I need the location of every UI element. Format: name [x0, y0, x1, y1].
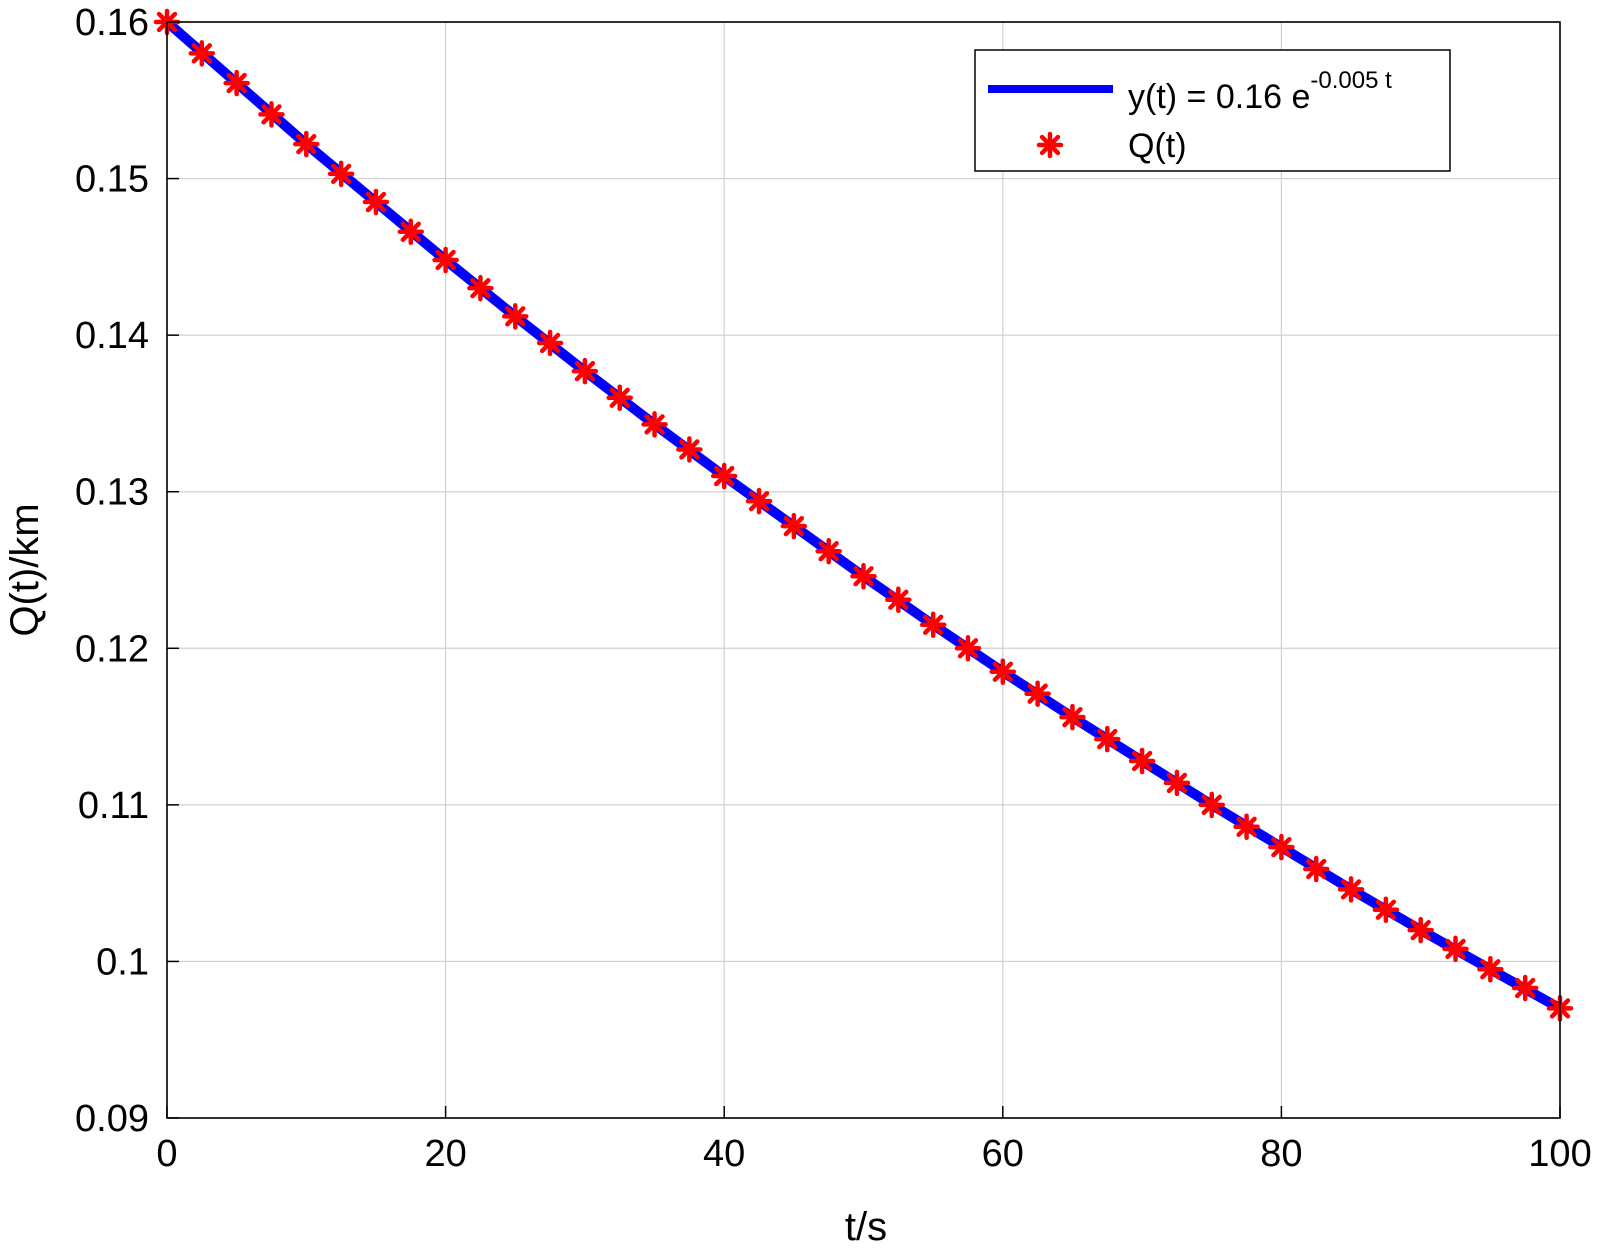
- x-tick-label-3: 60: [982, 1133, 1024, 1175]
- data-point-39: [1511, 974, 1539, 1002]
- data-point-25: [1024, 680, 1051, 707]
- data-point-10: [502, 303, 529, 330]
- data-point-6: [362, 188, 390, 216]
- y-tick-label-1: 0.1: [96, 941, 149, 983]
- data-point-1: [188, 40, 216, 67]
- y-tick-label-6: 0.15: [75, 159, 149, 201]
- legend-marker-asterisk: [1036, 131, 1064, 159]
- data-point-8: [432, 246, 459, 274]
- y-tick-label-2: 0.11: [78, 785, 149, 827]
- data-point-15: [676, 436, 703, 463]
- y-tick-label-0: 0.09: [75, 1098, 149, 1140]
- legend-marker-label: Q(t): [1128, 127, 1187, 165]
- data-point-24: [989, 658, 1017, 686]
- data-point-17: [745, 487, 773, 515]
- data-point-14: [641, 411, 668, 438]
- x-tick-label-0: 0: [156, 1133, 177, 1175]
- data-point-7: [397, 218, 425, 246]
- legend: y(t) = 0.16 e-0.005 t Q(t): [974, 49, 1451, 172]
- data-point-38: [1477, 956, 1504, 983]
- data-point-32: [1268, 833, 1295, 861]
- data-point-31: [1233, 813, 1260, 841]
- y-axis-label: Q(t)/km: [3, 503, 47, 636]
- data-point-11: [536, 329, 564, 357]
- data-point-20: [850, 563, 877, 590]
- x-tick-label-2: 40: [703, 1133, 745, 1175]
- data-point-23: [954, 635, 982, 662]
- legend-line-label-base: y(t) = 0.16 e: [1128, 78, 1310, 116]
- data-point-28: [1128, 747, 1156, 775]
- data-point-34: [1337, 876, 1365, 903]
- x-tick-label-4: 80: [1260, 1133, 1302, 1175]
- data-point-22: [919, 611, 947, 639]
- data-point-13: [606, 384, 633, 412]
- data-point-36: [1407, 916, 1434, 944]
- data-point-5: [327, 160, 355, 188]
- data-point-9: [467, 274, 494, 302]
- data-point-26: [1059, 703, 1086, 731]
- data-point-16: [710, 462, 738, 490]
- data-point-37: [1442, 935, 1469, 963]
- x-axis-label: t/s: [845, 1205, 887, 1249]
- tick-labels: 0 20 40 60 80 100 0.09 0.1 0.11 0.12 0.13 0.14 0.15 0…: [75, 2, 1592, 1175]
- axes: [166, 21, 1561, 1119]
- data-point-35: [1372, 896, 1400, 924]
- plot-frame: [166, 21, 1561, 1119]
- data-point-30: [1198, 791, 1225, 819]
- legend-line-label-exponent: -0.005 t: [1310, 67, 1392, 94]
- data-point-21: [885, 586, 912, 613]
- data-point-18: [780, 512, 808, 540]
- x-tick-label-1: 20: [424, 1133, 466, 1175]
- legend-marker-swatch: [1036, 131, 1064, 159]
- y-tick-label-4: 0.13: [75, 472, 149, 514]
- data-point-33: [1302, 855, 1330, 883]
- y-tick-label-7: 0.16: [75, 2, 149, 44]
- y-tick-label-5: 0.14: [75, 315, 149, 357]
- data-point-2: [223, 69, 250, 97]
- x-tick-label-5: 100: [1528, 1133, 1591, 1175]
- y-tick-label-3: 0.12: [75, 628, 149, 670]
- legend-line-label: y(t) = 0.16 e-0.005 t: [1128, 67, 1392, 116]
- data-point-27: [1094, 725, 1121, 753]
- data-point-19: [815, 537, 842, 565]
- data-point-12: [571, 357, 599, 385]
- data-point-29: [1163, 769, 1191, 797]
- data-point-3: [258, 101, 285, 128]
- data-point-4: [293, 130, 320, 158]
